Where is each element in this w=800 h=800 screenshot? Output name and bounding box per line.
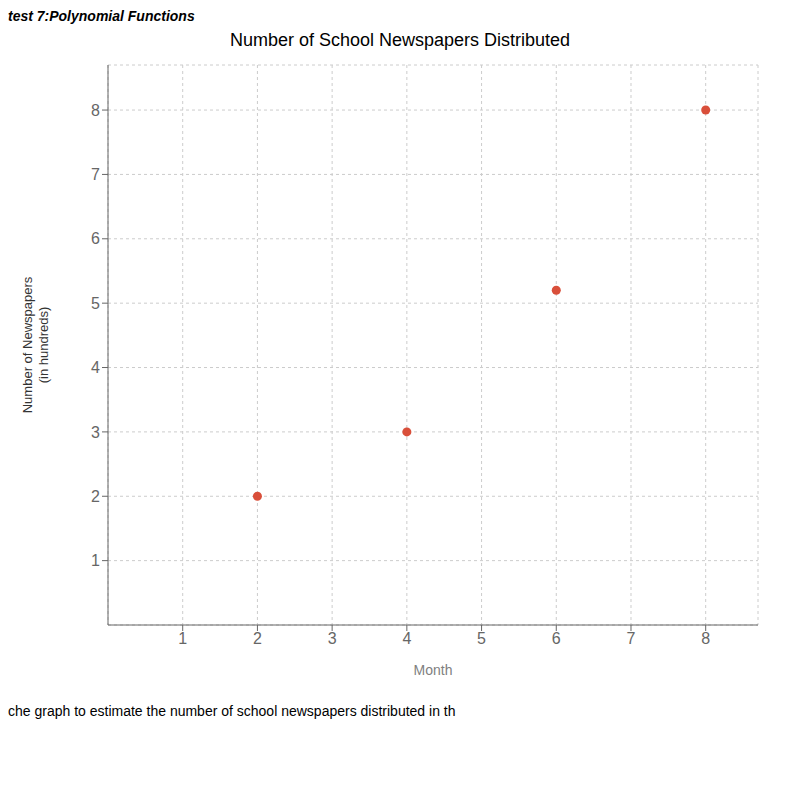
svg-text:3: 3 [91,424,100,441]
svg-text:1: 1 [91,552,100,569]
svg-text:5: 5 [91,295,100,312]
svg-text:4: 4 [402,630,411,647]
svg-text:7: 7 [91,166,100,183]
html-text:Number of School Newspapers Di: Number of School Newspapers Distributed [229,30,571,50]
html-text:che graph to estimate the numb: che graph to estimate the number of scho… [8,703,456,719]
svg-text:Month: Month [414,662,453,678]
html-text:test 7:Polynomial Functions: test 7:Polynomial Functions [8,8,195,24]
svg-text:8: 8 [701,630,710,647]
svg-text:3: 3 [328,630,337,647]
svg-text:8: 8 [91,102,100,119]
svg-text:2: 2 [91,488,100,505]
svg-text:6: 6 [91,230,100,247]
svg-text:5: 5 [477,630,486,647]
svg-text:Number of Newspapers(in hundre: Number of Newspapers(in hundreds) [20,276,51,413]
svg-text:6: 6 [552,630,561,647]
svg-text:7: 7 [627,630,636,647]
svg-text:2: 2 [253,630,262,647]
svg-text:1: 1 [178,630,187,647]
svg-text:4: 4 [91,359,100,376]
